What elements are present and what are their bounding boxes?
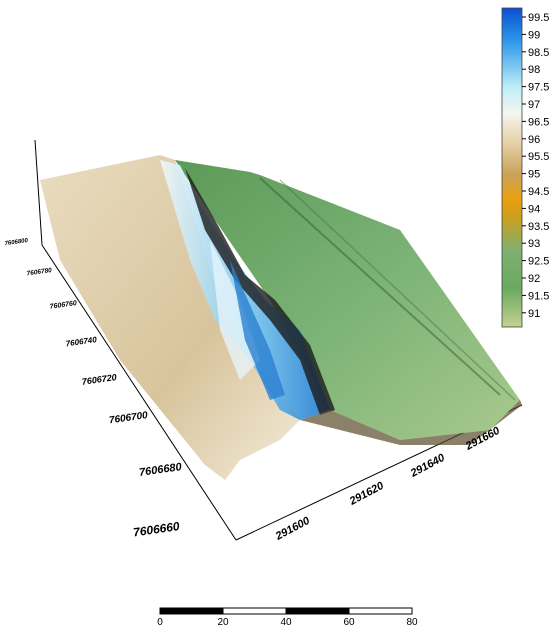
colorbar-label: 91.5	[528, 290, 549, 302]
colorbar-label: 99.5	[528, 12, 549, 24]
map-view: 99.5 99 98.5 98 97.5 97 96.5 96 95.5 95 94.5 94 93.5…	[0, 0, 553, 628]
scale-bar-label: 40	[280, 617, 292, 628]
scale-bar-label: 0	[157, 617, 163, 628]
colorbar-label: 94	[528, 203, 540, 215]
colorbar	[502, 8, 522, 327]
colorbar-label: 95	[528, 169, 540, 181]
colorbar-label: 91	[528, 308, 540, 320]
colorbar-label: 97.5	[528, 82, 549, 94]
y-tick-label: 7606680	[138, 461, 183, 479]
terrain	[40, 155, 522, 480]
y-tick-label: 7606780	[26, 267, 52, 278]
colorbar-label: 98	[528, 64, 540, 76]
colorbar-label: 92.5	[528, 256, 549, 268]
scale-bar	[160, 608, 412, 614]
scale-bar-label: 60	[343, 617, 355, 628]
colorbar-label: 96	[528, 134, 540, 146]
y-tick-label: 7606720	[81, 372, 117, 387]
y-tick-label: 7606760	[49, 300, 77, 311]
colorbar-label: 93.5	[528, 221, 549, 233]
x-tick-label: 291620	[347, 479, 387, 508]
colorbar-label: 98.5	[528, 47, 549, 59]
colorbar-label: 95.5	[528, 151, 549, 163]
colorbar-label: 92	[528, 273, 540, 285]
y-tick-label: 7606700	[108, 410, 149, 426]
colorbar-label: 99	[528, 29, 540, 41]
y-tick-label: 7606800	[4, 238, 29, 247]
surface-plot: 99.5 99 98.5 98 97.5 97 96.5 96 95.5 95 94.5 94 93.5…	[0, 0, 553, 628]
x-tick-label: 291600	[273, 514, 313, 543]
colorbar-label: 96.5	[528, 116, 549, 128]
scale-bar-label: 80	[406, 617, 418, 628]
y-tick-label: 7606660	[132, 519, 181, 539]
scale-bar-label: 20	[217, 617, 229, 628]
colorbar-label: 93	[528, 238, 540, 250]
colorbar-label: 94.5	[528, 186, 549, 198]
colorbar-label: 97	[528, 99, 540, 111]
y-tick-label: 7606740	[65, 335, 98, 348]
